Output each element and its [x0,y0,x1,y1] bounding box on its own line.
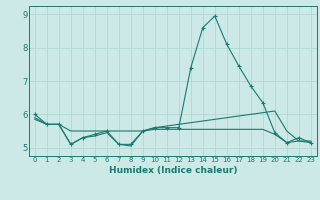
X-axis label: Humidex (Indice chaleur): Humidex (Indice chaleur) [108,166,237,175]
